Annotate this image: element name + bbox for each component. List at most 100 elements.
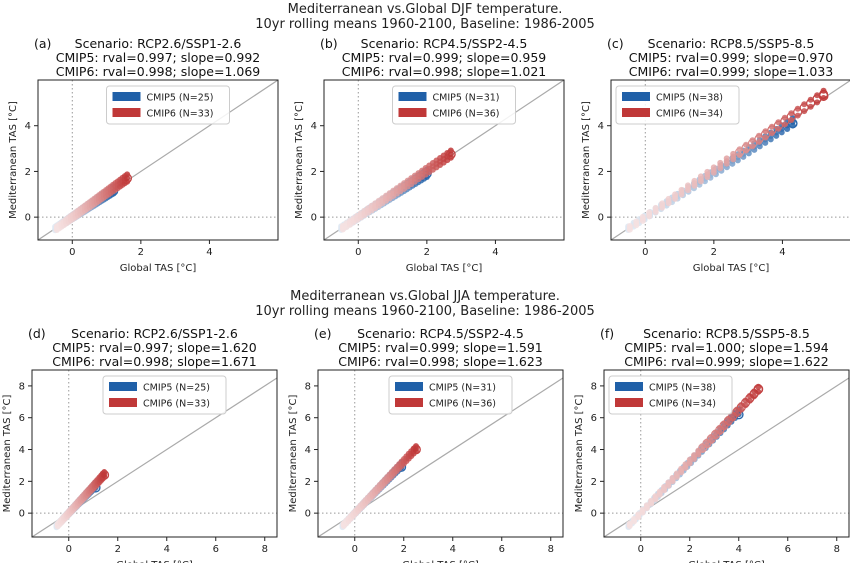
series-end-marker <box>122 173 133 184</box>
data-point <box>712 429 719 436</box>
data-point <box>762 134 769 141</box>
series-end-marker <box>411 444 421 455</box>
y-tick-label: 2 <box>25 167 31 178</box>
x-tick-label: 0 <box>66 544 72 555</box>
y-tick-label: 0 <box>598 213 604 224</box>
data-point <box>725 415 732 422</box>
cmip5-stats: CMIP5: rval=1.000; slope=1.594 <box>624 340 829 355</box>
y-tick-label: 6 <box>19 413 25 424</box>
cmip5-stats: CMIP5: rval=0.999; slope=0.970 <box>629 50 834 65</box>
data-point <box>814 92 821 99</box>
x-tick-label: 2 <box>115 544 121 555</box>
y-tick-label: 6 <box>305 413 311 424</box>
plot-area <box>318 370 563 537</box>
panel-label: (f) <box>600 326 614 341</box>
data-point <box>626 222 633 229</box>
x-tick-label: 0 <box>638 544 644 555</box>
series-end-marker <box>99 470 110 480</box>
x-tick-label: 0 <box>642 247 648 258</box>
data-point <box>801 101 808 108</box>
data-point <box>762 128 769 135</box>
data-point <box>807 96 814 103</box>
legend: CMIP5 (N=38) CMIP6 (N=34) <box>615 85 740 125</box>
data-point <box>756 138 762 145</box>
data-point <box>684 182 691 189</box>
y-tick-label: 2 <box>305 477 311 488</box>
y-tick-label: 4 <box>19 445 25 456</box>
legend-label-cmip6: CMIP6 (N=33) <box>143 399 210 410</box>
data-point <box>775 125 782 132</box>
legend-swatch-cmip6 <box>398 108 427 117</box>
legend-swatch-cmip6 <box>395 398 423 407</box>
x-axis-label: Global TAS [°C] <box>120 263 197 274</box>
data-point <box>678 186 685 193</box>
x-tick-label: 4 <box>164 544 170 555</box>
cmip6-stats: CMIP6: rval=0.999; slope=1.033 <box>629 64 834 79</box>
panel-label: (c) <box>607 36 624 51</box>
legend: CMIP5 (N=38) CMIP6 (N=34) <box>608 375 733 415</box>
data-point <box>749 137 756 144</box>
series-cmip6 <box>53 171 133 233</box>
legend-swatch-cmip6 <box>112 108 141 117</box>
data-point <box>781 121 788 128</box>
x-axis-label: Global TAS [°C] <box>693 263 770 274</box>
data-point <box>710 164 717 171</box>
y-tick-label: 8 <box>305 381 311 392</box>
legend-label-cmip5: CMIP5 (N=38) <box>656 93 723 104</box>
y-axis-label: Mediterranean TAS [°C] <box>288 395 299 513</box>
y-tick-label: 0 <box>305 509 311 520</box>
cmip5-stats: CMIP5: rval=0.997; slope=1.620 <box>52 340 257 355</box>
x-axis-label: Global TAS [°C] <box>116 560 193 563</box>
x-tick-label: 2 <box>711 247 717 258</box>
data-point <box>743 141 750 148</box>
y-tick-label: 2 <box>598 167 604 178</box>
cmip5-stats: CMIP5: rval=0.997; slope=0.992 <box>56 50 261 65</box>
row2-title-line1: Mediterranean vs.Global JJA temperature. <box>290 289 560 304</box>
axes-frame <box>317 369 564 538</box>
plot-area <box>32 370 277 537</box>
y-tick-label: 4 <box>311 121 317 132</box>
data-point <box>704 168 711 175</box>
legend-swatch-cmip5 <box>395 382 423 391</box>
legend: CMIP5 (N=31) CMIP6 (N=36) <box>392 85 516 125</box>
y-axis-label: Mediterranean TAS [°C] <box>581 101 592 219</box>
data-point <box>768 123 775 130</box>
row1-title-line2: 10yr rolling means 1960-2100, Baseline: … <box>255 17 595 32</box>
panel-label: (b) <box>320 36 338 51</box>
cmip6-stats: CMIP6: rval=0.998; slope=1.623 <box>338 354 543 369</box>
data-point <box>413 443 419 450</box>
x-tick-label: 6 <box>785 544 791 555</box>
y-tick-label: 0 <box>25 213 31 224</box>
x-tick-label: 0 <box>352 544 358 555</box>
y-tick-label: 4 <box>598 121 604 132</box>
legend-label-cmip6: CMIP6 (N=34) <box>656 109 723 120</box>
data-point <box>652 204 659 211</box>
data-point <box>749 143 756 150</box>
legend-swatch-cmip6 <box>622 108 650 117</box>
legend-label-cmip5: CMIP5 (N=31) <box>429 383 496 394</box>
cmip6-stats: CMIP6: rval=0.999; slope=1.622 <box>624 354 829 369</box>
x-tick-label: 8 <box>834 544 840 555</box>
cmip5-stats: CMIP5: rval=0.999; slope=0.959 <box>342 50 547 65</box>
legend-label-cmip5: CMIP5 (N=31) <box>433 93 500 104</box>
x-tick-label: 8 <box>262 544 268 555</box>
axes-frame <box>37 79 279 241</box>
legend: CMIP5 (N=25) CMIP6 (N=33) <box>106 85 230 125</box>
x-tick-label: 2 <box>138 247 144 258</box>
legend-label-cmip5: CMIP5 (N=38) <box>649 383 716 394</box>
x-tick-label: 6 <box>213 544 219 555</box>
data-point <box>730 150 737 157</box>
y-tick-label: 8 <box>19 381 25 392</box>
y-tick-label: 0 <box>591 509 597 520</box>
x-tick-label: 4 <box>450 544 456 555</box>
axes-frame <box>610 79 850 241</box>
y-axis-label: Mediterranean TAS [°C] <box>574 395 585 513</box>
data-point <box>639 213 646 220</box>
series-cmip6 <box>340 443 421 530</box>
legend-swatch-cmip6 <box>109 398 137 407</box>
data-point <box>794 105 801 112</box>
